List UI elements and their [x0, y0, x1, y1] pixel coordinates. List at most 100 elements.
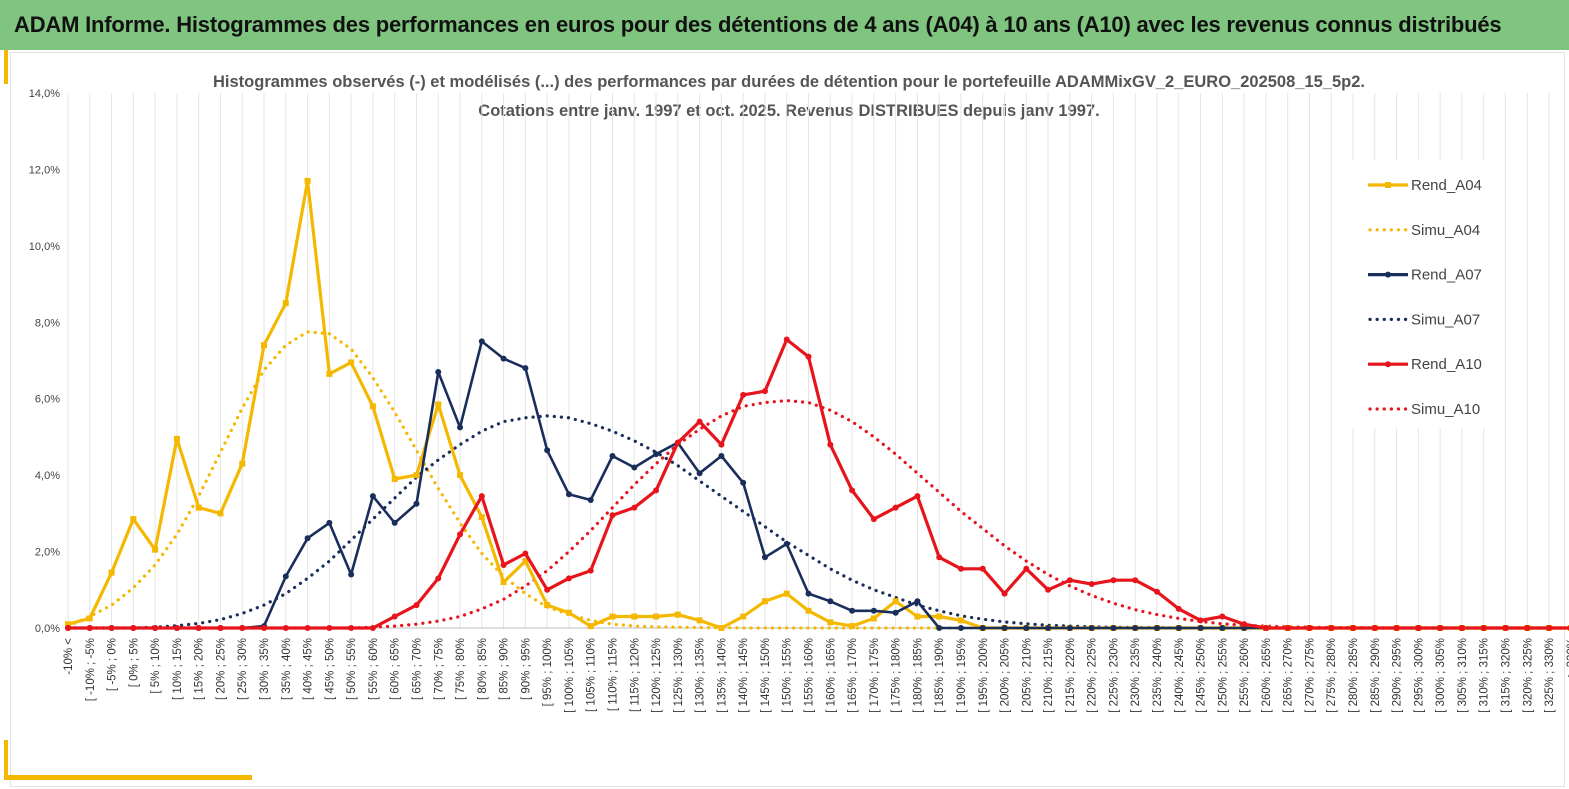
data-point — [1110, 625, 1117, 631]
x-tick-label: [ 305% ; 310% — [1457, 638, 1469, 713]
data-point — [827, 598, 834, 605]
legend: Rend_A04 Simu_A04 Rend_A07 Simu_A07 Rend_A10… — [1352, 160, 1498, 428]
x-tick-label: [ 170% ; 175% — [869, 638, 881, 713]
x-tick-label: [ 185% ; 190% — [934, 638, 946, 713]
data-point — [1023, 625, 1030, 631]
data-point — [1154, 588, 1160, 595]
data-point — [1088, 625, 1095, 631]
data-point — [827, 441, 834, 448]
x-tick-label: [ 285% ; 290% — [1370, 638, 1382, 713]
x-tick-label: [ 160% ; 165% — [825, 638, 837, 713]
accent-bar-left — [4, 740, 8, 780]
data-point — [718, 453, 725, 460]
data-point — [805, 353, 812, 360]
data-point — [173, 435, 180, 442]
x-tick-label: [ 20% ; 25% — [215, 638, 227, 700]
data-point — [369, 493, 376, 500]
data-point — [1458, 625, 1465, 631]
legend-item-Rend_A07: Rend_A07 — [1368, 267, 1482, 284]
data-point — [108, 625, 115, 631]
legend-label: Simu_A07 — [1411, 311, 1480, 328]
y-tick-label: 12,0% — [29, 164, 60, 176]
x-tick-label: [ 70% ; 75% — [433, 638, 445, 700]
data-point — [195, 625, 202, 631]
legend-label: Simu_A10 — [1411, 401, 1480, 418]
data-point — [1262, 625, 1269, 631]
x-tick-label: [ 320% ; 325% — [1522, 638, 1534, 713]
data-point — [609, 453, 616, 460]
x-tick-label: [ 275% ; 280% — [1326, 638, 1338, 713]
data-point — [870, 615, 877, 622]
x-tick-label: [ 30% ; 35% — [259, 638, 271, 700]
series-line-Simu_A10 — [66, 398, 1569, 630]
data-point — [674, 439, 681, 446]
x-tick-label: [ 105% ; 110% — [586, 638, 598, 712]
x-tick-label: [ 0% ; 5% — [128, 638, 140, 687]
data-point — [1110, 577, 1117, 584]
x-tick-label: [ 110% ; 115% — [608, 638, 620, 711]
x-tick-label: [ -10% ; -5% — [85, 638, 97, 701]
data-point — [304, 177, 311, 184]
data-point — [152, 546, 159, 553]
x-tick-label: [ 235% ; 240% — [1152, 638, 1164, 713]
legend-box — [1352, 160, 1498, 428]
legend-marker — [1385, 182, 1391, 188]
data-point — [914, 493, 921, 500]
data-point — [217, 510, 224, 517]
data-point — [957, 565, 964, 572]
data-point — [326, 625, 333, 631]
data-point — [86, 625, 93, 631]
data-point — [1175, 625, 1182, 631]
data-point — [1045, 625, 1052, 631]
data-point — [805, 590, 812, 597]
data-point — [1284, 625, 1291, 631]
data-point — [1371, 625, 1378, 631]
y-axis: 0,0% 2,0% 4,0% 6,0% 8,0% 10,0% 12,0% 14,0% — [29, 88, 60, 635]
data-point — [1001, 590, 1008, 597]
data-point — [1437, 625, 1444, 631]
x-tick-label: [ 45% ; 50% — [324, 638, 336, 700]
x-tick-label: [ 315% ; 320% — [1500, 638, 1512, 713]
data-point — [326, 519, 333, 526]
series-Rend_A07 — [65, 338, 1569, 631]
data-point — [696, 617, 703, 624]
y-tick-label: 8,0% — [35, 317, 60, 329]
series-Rend_A10 — [65, 336, 1569, 631]
data-point — [892, 598, 899, 605]
x-tick-label: [ 35% ; 40% — [281, 638, 293, 700]
x-tick-label: [ 265% ; 270% — [1283, 638, 1295, 713]
data-point — [544, 447, 551, 454]
x-tick-label: [ 145% ; 150% — [760, 638, 772, 713]
x-tick-label: [ 250% ; 255% — [1217, 638, 1229, 713]
data-point — [261, 342, 268, 349]
series-line-Rend_A07 — [68, 340, 1569, 630]
data-point — [522, 550, 529, 557]
data-point — [1066, 577, 1073, 584]
y-tick-label: 10,0% — [29, 241, 60, 253]
data-point — [1524, 625, 1531, 631]
data-point — [391, 475, 398, 482]
data-point — [152, 625, 159, 631]
x-tick-label: [ 60% ; 65% — [390, 638, 402, 700]
data-point — [413, 602, 420, 609]
data-point — [457, 531, 464, 538]
data-point — [282, 300, 289, 307]
x-tick-label: [ 155% ; 160% — [804, 638, 816, 713]
x-tick-label: [ 290% ; 295% — [1392, 638, 1404, 713]
x-tick-label: [ 50% ; 55% — [346, 638, 358, 700]
data-point — [587, 567, 594, 574]
data-point — [892, 609, 899, 616]
data-point — [522, 558, 529, 565]
x-tick-label: [ 95% ; 100% — [542, 638, 554, 706]
data-point — [435, 401, 442, 408]
x-tick-label: [ 175% ; 180% — [891, 638, 903, 713]
x-tick-label: [ 75% ; 80% — [455, 638, 467, 700]
data-point — [544, 586, 551, 593]
x-tick-label: [ 15% ; 20% — [194, 638, 206, 700]
x-tick-label: [ 140% ; 145% — [738, 638, 750, 713]
data-point — [565, 491, 572, 498]
accent-bar-top — [4, 50, 8, 84]
chart-title-line1: Histogrammes observés (-) et modélisés (… — [213, 73, 1365, 91]
x-tick-label: [ 180% ; 185% — [912, 638, 924, 713]
data-point — [478, 514, 485, 521]
